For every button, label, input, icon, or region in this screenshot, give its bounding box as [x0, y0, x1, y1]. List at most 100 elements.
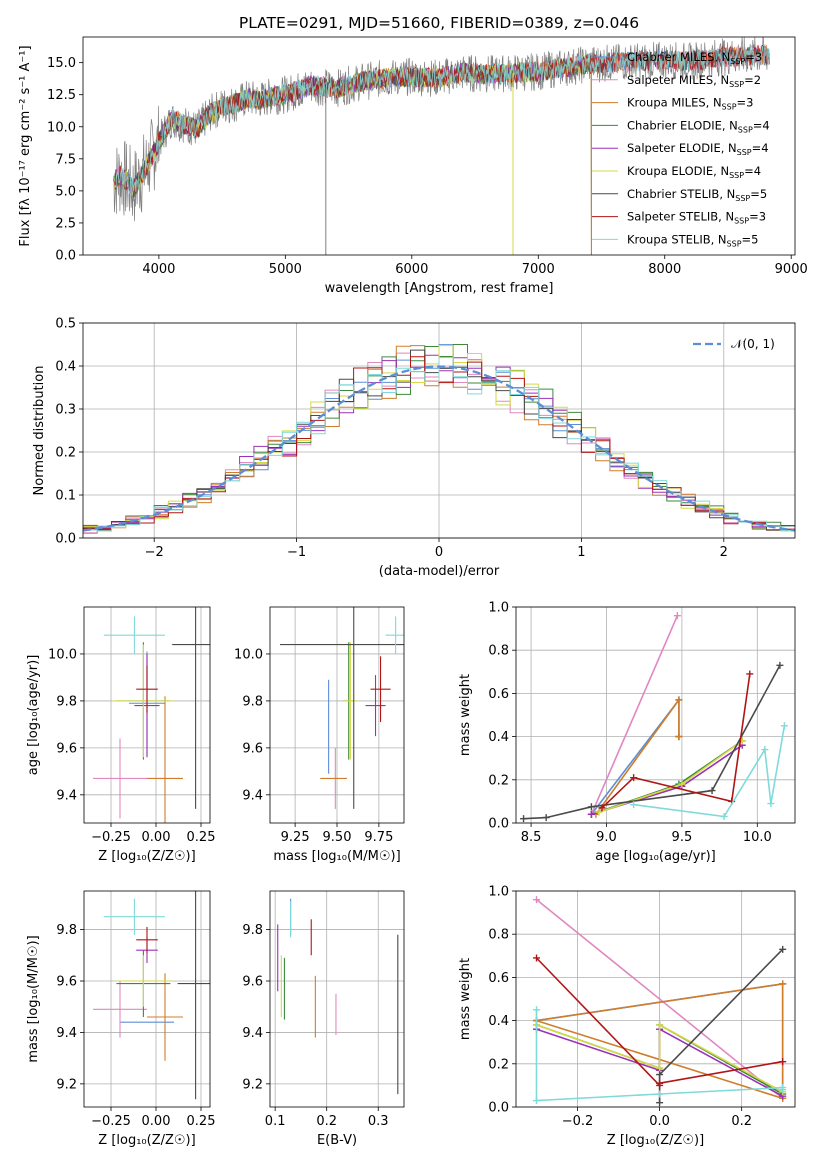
x-tick-label: 10.0 [743, 830, 772, 845]
x-tick-label: 9000 [775, 262, 808, 277]
plot-area [533, 896, 787, 1107]
mass-weight-marker [746, 670, 754, 678]
y-tick-label: 15.0 [47, 56, 76, 71]
x-tick-label: 9.50 [323, 830, 352, 845]
x-tick-label: 0.3 [368, 1114, 389, 1129]
mass-weight-marker [533, 896, 541, 904]
plot-area [520, 612, 788, 823]
mass-vs-metallicity-panel: −0.25 0.00 0.25 9.2 9.4 9.6 9.8 Z [log₁₀(Z/Z☉)]… [26, 890, 215, 1148]
mass-weight-marker [761, 746, 769, 754]
legend-label: Chabrier MILES, NSSP=3 [627, 50, 762, 66]
legend-label: Chabrier ELODIE, NSSP=4 [627, 118, 770, 134]
y-axis-label: mass weight [458, 958, 473, 1040]
x-tick-label: −0.25 [91, 830, 131, 845]
y-axis-label: mass weight [458, 674, 473, 756]
chart-title: PLATE=0291, MJD=51660, FIBERID=0389, z=0… [239, 14, 639, 32]
x-tick-label: 9.0 [596, 830, 617, 845]
mass-weight-marker [520, 815, 528, 823]
y-tick-label: 0.2 [488, 1057, 509, 1072]
y-tick-label: 9.8 [242, 923, 263, 938]
y-tick-label: 0.5 [55, 317, 76, 332]
x-tick-label: 1 [577, 545, 585, 560]
spectrum-panel: 4000 5000 6000 7000 8000 9000 0.0 2.5 5.0 7.5 10.0… [18, 36, 808, 296]
x-tick-label: 0.1 [265, 1114, 286, 1129]
mass-weight-marker [587, 810, 595, 818]
y-tick-label: 0.4 [488, 1014, 509, 1029]
y-tick-label: 9.4 [242, 788, 263, 803]
mass-weight-marker [656, 1021, 664, 1029]
y-tick-label: 9.8 [56, 694, 77, 709]
y-tick-label: 0.2 [55, 446, 76, 461]
mass-weight-marker [779, 980, 787, 988]
mass-weight-marker [598, 804, 606, 812]
y-tick-label: 9.4 [56, 788, 77, 803]
mass-vs-extinction-panel: 0.1 0.2 0.3 9.2 9.4 9.6 9.8 E(B-V) [242, 890, 405, 1148]
axes-frame [83, 890, 211, 1108]
x-tick-label: 9.5 [672, 830, 693, 845]
axes-frame [269, 606, 405, 824]
mass-weight-line [535, 898, 784, 1100]
mass-weight-vs-metallicity-panel: −0.2 0.0 0.2 0.0 0.2 0.4 0.6 0.8 1.0 Z [log₁₀(Z/Z… [458, 885, 796, 1148]
y-tick-label: 10.0 [47, 120, 76, 135]
legend-label: Salpeter ELODIE, NSSP=4 [627, 141, 769, 157]
plot-area [277, 898, 399, 1095]
y-tick-label: 0.0 [55, 249, 76, 264]
y-tick-label: 0.4 [488, 730, 509, 745]
mass-weight-marker [542, 814, 550, 822]
mass-weight-marker [595, 808, 603, 816]
x-axis-label: E(B-V) [317, 1133, 357, 1148]
mass-weight-line [590, 615, 679, 815]
normal-curve [83, 365, 795, 532]
mass-weight-marker [587, 803, 595, 811]
y-tick-label: 9.8 [56, 923, 77, 938]
x-tick-label: 9.75 [364, 830, 393, 845]
mass-weight-marker [533, 1006, 541, 1014]
mass-weight-vs-age-panel: 8.5 9.0 9.5 10.0 0.0 0.2 0.4 0.6 0.8 1.0 age [log₁… [458, 601, 796, 864]
mass-weight-marker [533, 1097, 541, 1105]
residual-histogram [83, 357, 795, 532]
y-axis-label: Flux [fλ 10⁻¹⁷ erg cm⁻² s⁻¹ A⁻¹] [18, 45, 33, 246]
y-tick-label: 0.8 [488, 928, 509, 943]
legend-label: Kroupa MILES, NSSP=3 [627, 96, 753, 112]
x-tick-label: 9.25 [281, 830, 310, 845]
x-axis-label: Z [log₁₀(Z/Z☉)] [98, 1133, 195, 1148]
legend-label: Chabrier STELIB, NSSP=5 [627, 187, 767, 203]
legend-label: Salpeter MILES, NSSP=2 [627, 73, 761, 89]
x-tick-label: 0.00 [142, 830, 171, 845]
x-tick-label: 0 [435, 545, 443, 560]
mass-weight-marker [678, 780, 686, 788]
y-tick-label: 5.0 [55, 184, 76, 199]
mass-weight-line [601, 673, 751, 809]
age-vs-mass-panel: 9.25 9.50 9.75 9.4 9.6 9.8 10.0 mass [log₁₀(M/M… [234, 606, 405, 864]
y-tick-label: 0.3 [55, 403, 76, 418]
axes-frame [515, 606, 796, 824]
y-tick-label: 2.5 [55, 216, 76, 231]
axes-frame [269, 890, 405, 1108]
mass-weight-marker [675, 696, 683, 704]
mass-weight-marker [656, 1064, 664, 1072]
x-tick-label: −0.2 [562, 1114, 594, 1129]
mass-weight-marker [780, 722, 788, 730]
plot-area [280, 607, 404, 809]
y-tick-label: 0.0 [488, 817, 509, 832]
x-axis-label: Z [log₁₀(Z/Z☉)] [98, 849, 195, 864]
x-tick-label: 7000 [522, 262, 555, 277]
y-tick-label: 9.2 [242, 1077, 263, 1092]
y-tick-label: 10.0 [48, 647, 77, 662]
x-tick-label: −2 [145, 545, 164, 560]
y-tick-label: 0.0 [55, 532, 76, 547]
age-vs-metallicity-panel: −0.25 0.00 0.25 9.4 9.6 9.8 10.0 Z [log₁₀(Z/Z☉)… [26, 606, 215, 864]
model-spectrum [114, 44, 770, 195]
y-tick-label: 1.0 [488, 885, 509, 900]
mass-weight-marker [779, 945, 787, 953]
y-tick-label: 10.0 [234, 647, 263, 662]
residual-histogram-panel: −2 −1 0 1 2 0.0 0.1 0.2 0.3 0.4 0.5 (data-model)/er… [32, 317, 796, 579]
residual-histogram [83, 345, 795, 532]
mass-weight-marker [779, 1086, 787, 1094]
y-axis-label: age [log₁₀(age/yr)] [26, 655, 41, 776]
y-tick-label: 9.6 [242, 741, 263, 756]
y-tick-label: 7.5 [55, 152, 76, 167]
mass-weight-line [536, 1023, 784, 1093]
x-axis-label: (data-model)/error [379, 564, 500, 579]
